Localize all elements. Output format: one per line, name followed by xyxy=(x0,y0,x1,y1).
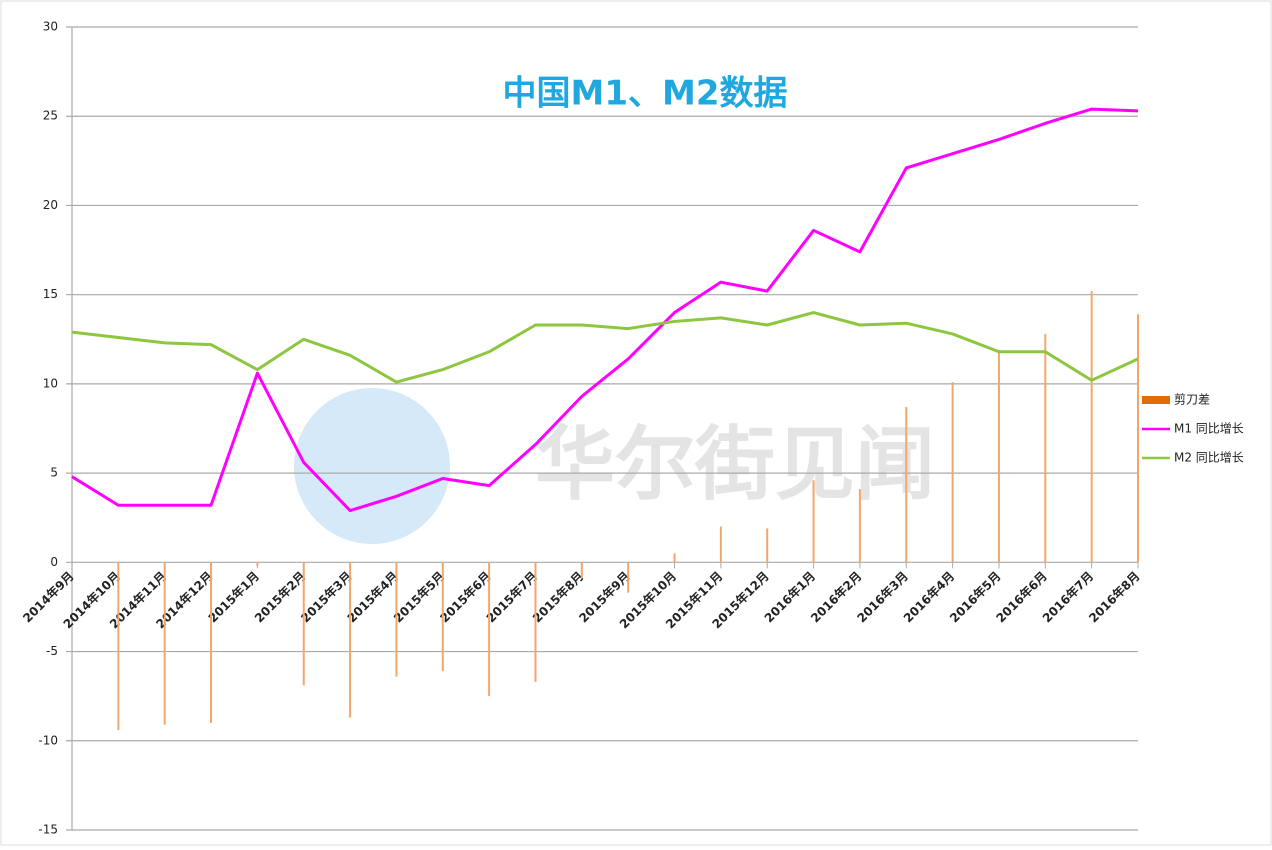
bar xyxy=(951,382,954,563)
bar xyxy=(858,489,861,563)
bar xyxy=(673,553,676,563)
bar xyxy=(812,480,815,563)
y-tick-label: 10 xyxy=(43,376,58,390)
line xyxy=(71,107,1139,513)
bar xyxy=(580,562,583,579)
bar xyxy=(905,407,908,563)
bar xyxy=(302,562,305,686)
y-tick-label: 30 xyxy=(43,20,58,34)
y-tick-label: 15 xyxy=(43,287,58,301)
chart-title: 中国M1、M2数据 xyxy=(503,74,788,114)
legend-label: M1 同比增长 xyxy=(1174,422,1244,436)
y-tick-label: -10 xyxy=(38,733,58,747)
bar xyxy=(117,562,120,731)
bar xyxy=(1044,333,1047,563)
bar xyxy=(441,562,444,672)
legend-label: M2 同比增长 xyxy=(1174,451,1244,465)
bar xyxy=(719,526,722,563)
y-tick-label: 5 xyxy=(50,466,58,480)
y-tick-label: -5 xyxy=(46,644,58,658)
y-tick-label: 0 xyxy=(50,555,58,569)
watermark: 华尔街见闻 xyxy=(535,418,935,511)
line xyxy=(71,311,1139,384)
bar xyxy=(534,562,537,682)
bar xyxy=(349,562,352,718)
bar xyxy=(163,562,166,725)
bar xyxy=(766,528,769,563)
bar xyxy=(1137,314,1139,563)
bar xyxy=(488,562,491,697)
legend-label: 剪刀差 xyxy=(1174,392,1210,407)
bar xyxy=(395,562,398,677)
y-tick-label: 20 xyxy=(43,198,58,212)
bar xyxy=(627,562,630,593)
bar xyxy=(997,349,1000,563)
y-tick-label: 25 xyxy=(43,109,58,123)
bar xyxy=(1090,291,1093,563)
bar xyxy=(210,562,213,723)
bar xyxy=(256,562,259,566)
y-tick-label: -15 xyxy=(38,823,58,837)
legend-swatch xyxy=(1142,396,1170,404)
watermark-logo xyxy=(294,388,450,544)
